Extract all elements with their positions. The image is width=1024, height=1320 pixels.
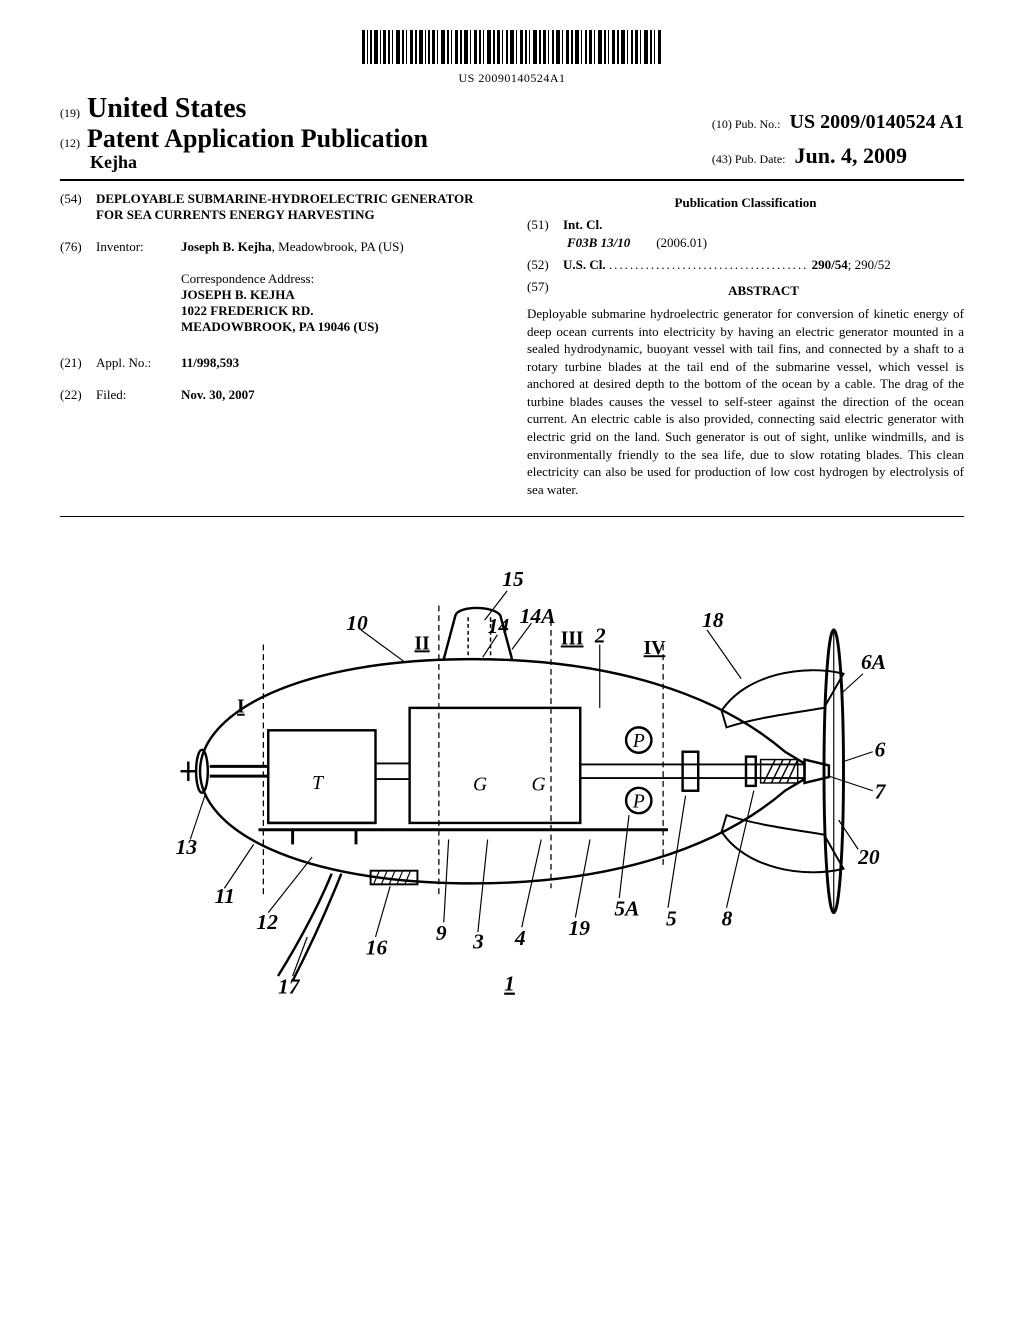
- uscl-code: (52): [527, 257, 563, 273]
- svg-text:I: I: [237, 697, 245, 718]
- pub-date-code: (43): [712, 152, 732, 166]
- intcl-class: F03B 13/10: [567, 235, 630, 250]
- appl-label: Appl. No.:: [96, 355, 181, 371]
- svg-text:G: G: [473, 775, 487, 796]
- filed-label: Filed:: [96, 387, 181, 403]
- svg-text:7: 7: [875, 780, 887, 804]
- svg-text:15: 15: [502, 567, 524, 591]
- correspondence-street: 1022 FREDERICK RD.: [181, 303, 314, 318]
- inventor-label: Inventor:: [96, 239, 181, 255]
- svg-text:9: 9: [436, 921, 447, 945]
- uscl-value2: ; 290/52: [848, 257, 891, 272]
- intcl-year: (2006.01): [656, 235, 707, 250]
- svg-text:G: G: [532, 775, 546, 796]
- svg-text:20: 20: [857, 845, 880, 869]
- abstract-code: (57): [527, 279, 563, 305]
- inventor-name: Joseph B. Kejha: [181, 239, 272, 254]
- invention-title: DEPLOYABLE SUBMARINE-HYDROELECTRIC GENER…: [96, 191, 497, 223]
- pub-date: Jun. 4, 2009: [795, 143, 907, 168]
- uscl-label: U.S. Cl.: [563, 257, 606, 272]
- svg-text:6A: 6A: [861, 650, 886, 674]
- abstract-label: ABSTRACT: [563, 283, 964, 299]
- classification-title: Publication Classification: [527, 195, 964, 211]
- svg-text:5: 5: [666, 907, 677, 931]
- svg-text:IV: IV: [644, 638, 666, 659]
- correspondence-label: Correspondence Address:: [181, 271, 497, 287]
- patent-figure: 15 10 14 14A 18 2 6A 6 7 20 13 11 12 16 …: [60, 547, 964, 1001]
- pub-no-label: Pub. No.:: [735, 117, 781, 131]
- svg-text:8: 8: [722, 907, 733, 931]
- country-name: United States: [87, 93, 246, 124]
- svg-text:1: 1: [504, 972, 515, 996]
- svg-text:II: II: [414, 634, 429, 655]
- filed-date: Nov. 30, 2007: [181, 387, 255, 402]
- country-code: (19): [60, 106, 80, 120]
- filed-code: (22): [60, 387, 96, 403]
- svg-text:18: 18: [702, 608, 724, 632]
- right-column: Publication Classification (51) Int. Cl.…: [527, 191, 964, 498]
- pub-date-label: Pub. Date:: [735, 152, 786, 166]
- inventor-code: (76): [60, 239, 96, 255]
- barcode-block: US 20090140524A1: [60, 30, 964, 86]
- svg-text:5A: 5A: [614, 897, 639, 921]
- svg-text:2: 2: [594, 624, 606, 648]
- correspondence-city: MEADOWBROOK, PA 19046 (US): [181, 319, 379, 334]
- barcode-number: US 20090140524A1: [60, 71, 964, 86]
- appl-no: 11/998,593: [181, 355, 239, 370]
- uscl-value: 290/54: [812, 257, 848, 272]
- svg-text:17: 17: [278, 975, 301, 996]
- title-code: (54): [60, 191, 96, 223]
- svg-text:14A: 14A: [520, 604, 556, 628]
- svg-text:P: P: [632, 731, 645, 752]
- appl-code: (21): [60, 355, 96, 371]
- correspondence-name: JOSEPH B. KEJHA: [181, 287, 295, 302]
- inventor-location: , Meadowbrook, PA (US): [272, 239, 404, 254]
- pub-type-code: (12): [60, 136, 80, 150]
- body-columns: (54) DEPLOYABLE SUBMARINE-HYDROELECTRIC …: [60, 191, 964, 517]
- pub-no-code: (10): [712, 117, 732, 131]
- svg-text:14: 14: [488, 614, 510, 638]
- svg-text:10: 10: [346, 611, 368, 635]
- svg-text:13: 13: [176, 835, 198, 859]
- svg-text:11: 11: [215, 884, 235, 908]
- header: (19) United States (12) Patent Applicati…: [60, 94, 964, 181]
- abstract-text: Deployable submarine hydroelectric gener…: [527, 305, 964, 498]
- svg-text:6: 6: [875, 738, 886, 762]
- svg-text:4: 4: [514, 926, 526, 950]
- intcl-code: (51): [527, 217, 563, 233]
- svg-text:16: 16: [366, 936, 388, 960]
- intcl-label: Int. Cl.: [563, 217, 602, 232]
- svg-text:P: P: [632, 792, 645, 813]
- dots-leader: ......................................: [609, 257, 809, 272]
- barcode: [362, 30, 662, 69]
- pub-no: US 2009/0140524 A1: [790, 111, 964, 133]
- pub-type: Patent Application Publication: [87, 124, 428, 153]
- svg-text:12: 12: [257, 910, 279, 934]
- figure-svg: 15 10 14 14A 18 2 6A 6 7 20 13 11 12 16 …: [122, 547, 902, 996]
- header-author: Kejha: [90, 153, 428, 173]
- left-column: (54) DEPLOYABLE SUBMARINE-HYDROELECTRIC …: [60, 191, 497, 498]
- svg-text:T: T: [312, 773, 324, 794]
- svg-text:III: III: [561, 629, 584, 650]
- svg-text:19: 19: [569, 916, 591, 940]
- svg-text:3: 3: [472, 930, 484, 954]
